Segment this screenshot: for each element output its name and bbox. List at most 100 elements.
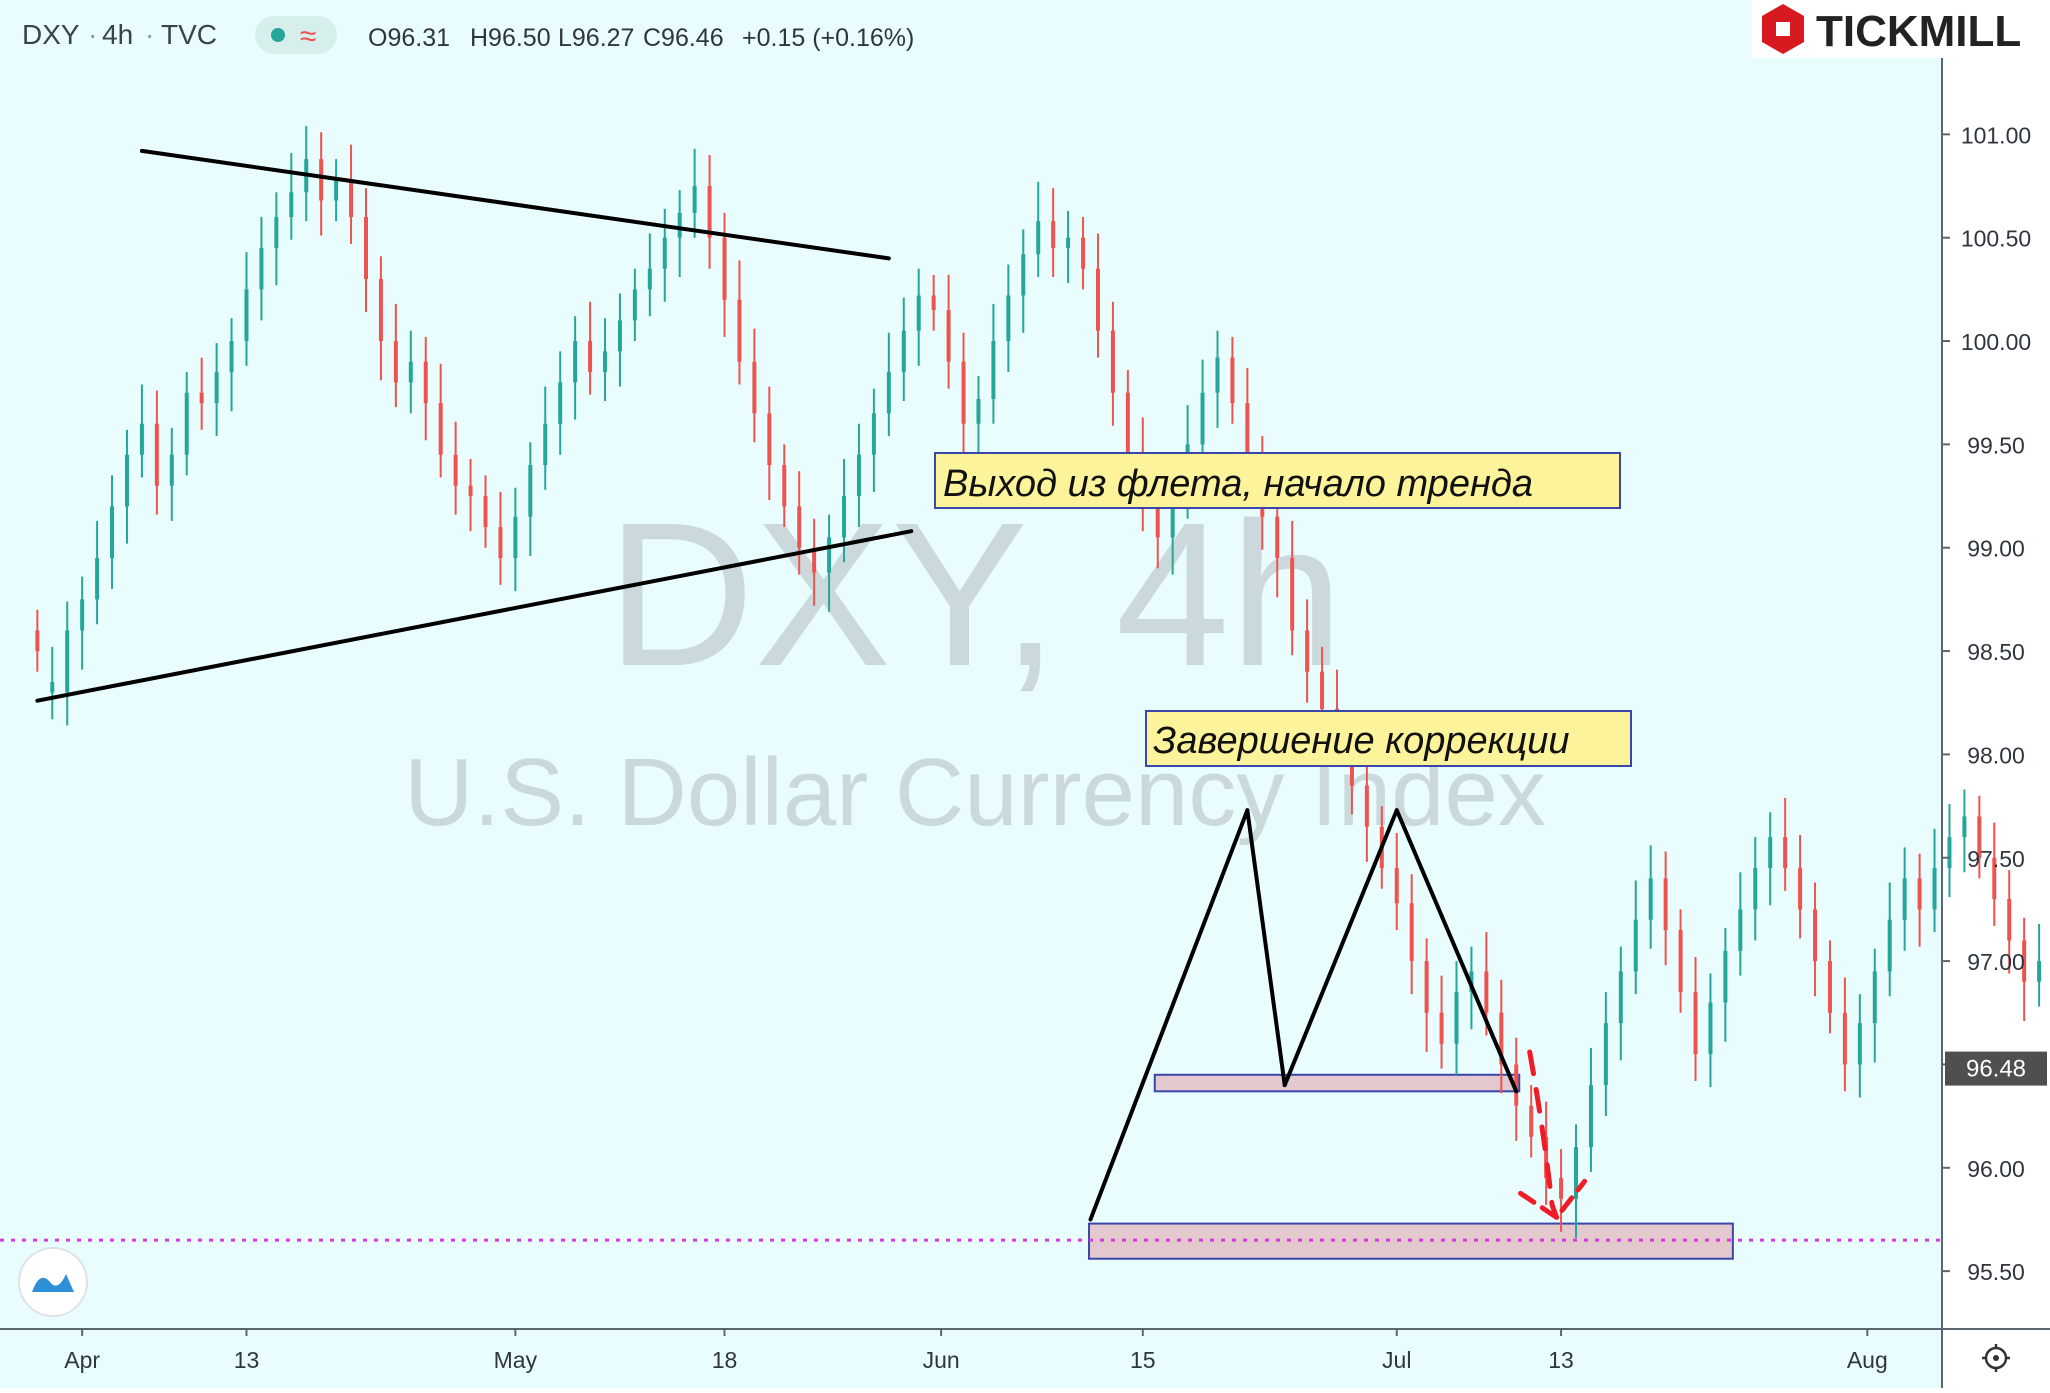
- candle-body: [1544, 1136, 1549, 1179]
- candle-body: [110, 506, 115, 559]
- candle-body: [1364, 785, 1369, 827]
- candle-body: [214, 372, 219, 404]
- candle-body: [588, 341, 593, 373]
- candle-body: [1529, 1105, 1534, 1137]
- candle-body: [1783, 837, 1788, 869]
- candle-body: [812, 547, 817, 573]
- annotation-breakout[interactable]: Выход из флета, начало тренда: [934, 452, 1621, 509]
- candle-body: [1678, 930, 1683, 993]
- candle: [1977, 795, 1982, 879]
- candle: [782, 444, 787, 528]
- candle: [1708, 973, 1713, 1088]
- candle-body: [50, 682, 55, 693]
- x-tick-label: May: [494, 1347, 538, 1373]
- chart-settings-button[interactable]: [1982, 1344, 2010, 1372]
- candle: [423, 336, 428, 441]
- trendline: [1394, 808, 1519, 1094]
- candle-body: [334, 179, 339, 201]
- candle: [647, 233, 652, 317]
- candle: [1618, 946, 1623, 1061]
- symbol-legend[interactable]: DXY · 4h · TVC ≈ O96.31 H96.50 L96.27 C9…: [22, 16, 914, 54]
- annotation-breakout-box: [934, 452, 1621, 509]
- candle: [617, 293, 622, 387]
- interval-label[interactable]: 4h: [102, 19, 133, 50]
- candle: [483, 475, 488, 548]
- candle-body: [1021, 254, 1026, 296]
- candle: [259, 217, 264, 321]
- candle: [1230, 336, 1235, 424]
- candle: [588, 301, 593, 395]
- candle-body: [931, 295, 936, 311]
- ohlc-change: +0.15 (+0.16%): [742, 24, 914, 52]
- candle-body: [1648, 878, 1653, 920]
- candle: [1992, 822, 1997, 926]
- candle: [886, 332, 891, 437]
- candle: [976, 376, 981, 463]
- candle-body: [1618, 971, 1623, 1024]
- candle-body: [707, 186, 712, 238]
- time-axis[interactable]: Apr 13 May 18 Jun 15 Jul 13 Aug: [64, 1329, 1888, 1373]
- ohlc-low: L96.27: [558, 24, 634, 52]
- candle-body: [199, 392, 204, 404]
- candle-body: [916, 295, 921, 331]
- candle: [95, 520, 100, 625]
- trendline: [139, 148, 891, 261]
- candle-body: [1992, 857, 1997, 900]
- annotation-correction[interactable]: Завершение коррекции: [1145, 710, 1632, 767]
- candle: [632, 268, 637, 342]
- x-tick-label: 18: [712, 1347, 738, 1373]
- candle-body: [259, 248, 264, 290]
- candle: [528, 442, 533, 556]
- candle: [513, 487, 518, 592]
- candle: [378, 256, 383, 381]
- candle: [1275, 493, 1280, 598]
- candle: [767, 386, 772, 501]
- candle-body: [1439, 1012, 1444, 1044]
- status-dot-icon: [271, 28, 285, 42]
- symbol-name[interactable]: DXY: [22, 19, 80, 50]
- logo-mark: [1776, 22, 1790, 36]
- wave-icon: ≈: [300, 20, 316, 53]
- support-zone: [1153, 1073, 1521, 1093]
- indicator-badge[interactable]: [255, 16, 337, 54]
- candle: [916, 268, 921, 366]
- tickmill-logo: TICKMILL: [1752, 0, 2050, 58]
- candle: [1648, 845, 1653, 949]
- candle-body: [1738, 909, 1743, 951]
- x-tick-label: 15: [1130, 1347, 1156, 1373]
- candle: [961, 332, 966, 457]
- candle: [1663, 851, 1668, 966]
- annotation-breakout-text: Выход из флета, начало тренда: [943, 463, 1533, 505]
- candle-body: [1603, 1023, 1608, 1086]
- candle-body: [827, 537, 832, 573]
- candle-body: [483, 496, 488, 528]
- candle: [1678, 909, 1683, 1013]
- candle-body: [1245, 403, 1250, 466]
- candle: [408, 330, 413, 414]
- candle-body: [1275, 516, 1280, 559]
- candle: [1305, 599, 1310, 703]
- candle-body: [647, 268, 652, 290]
- candle-body: [1827, 961, 1832, 1013]
- candle: [1633, 880, 1638, 995]
- candle: [1947, 804, 1952, 898]
- annotation-correction-box: [1145, 710, 1632, 767]
- candle-body: [184, 392, 189, 455]
- x-tick-label: Aug: [1847, 1347, 1888, 1373]
- candle: [349, 144, 354, 244]
- candle-body: [35, 630, 40, 652]
- candle-body: [438, 403, 443, 455]
- last-price-box: [1945, 1051, 2047, 1086]
- candle-body: [842, 496, 847, 538]
- candle-body: [1663, 878, 1668, 931]
- chart-logo-button[interactable]: [18, 1247, 88, 1317]
- candle: [1424, 938, 1429, 1053]
- candle-body: [139, 423, 144, 455]
- candle-body: [976, 398, 981, 424]
- candle-body: [1514, 1064, 1519, 1106]
- watermark-symbol: DXY, 4h: [606, 480, 1343, 709]
- x-tick-label: Jul: [1382, 1347, 1411, 1373]
- candle: [1454, 961, 1459, 1075]
- candle: [752, 328, 757, 443]
